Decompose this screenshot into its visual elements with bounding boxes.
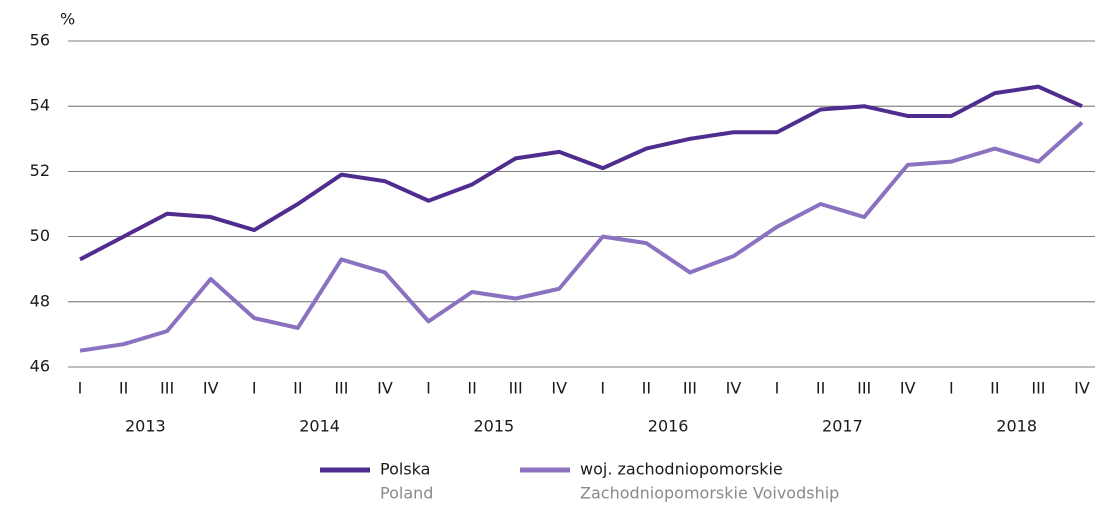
x-tick-label: I — [600, 379, 605, 398]
x-tick-label: IV — [726, 379, 742, 398]
x-tick-label: III — [683, 379, 697, 398]
y-tick-label: 56 — [30, 31, 50, 50]
legend-sublabel: Zachodniopomorskie Voivodship — [580, 484, 839, 503]
y-tick-label: 50 — [30, 226, 50, 245]
x-tick-label: I — [78, 379, 83, 398]
x-tick-label: II — [816, 379, 825, 398]
x-tick-label: IV — [377, 379, 393, 398]
year-label: 2018 — [996, 417, 1037, 436]
year-label: 2014 — [299, 417, 340, 436]
x-tick-label: II — [990, 379, 999, 398]
x-tick-label: IV — [900, 379, 916, 398]
x-tick-label: IV — [203, 379, 219, 398]
x-tick-label: III — [857, 379, 871, 398]
x-tick-label: II — [119, 379, 128, 398]
x-tick-label: IV — [1074, 379, 1090, 398]
x-tick-label: II — [467, 379, 476, 398]
year-label: 2013 — [125, 417, 166, 436]
x-tick-label: IV — [551, 379, 567, 398]
y-axis-label: % — [60, 10, 75, 29]
y-tick-label: 54 — [30, 96, 50, 115]
x-tick-label: III — [334, 379, 348, 398]
year-label: 2015 — [474, 417, 515, 436]
x-tick-label: II — [642, 379, 651, 398]
x-tick-label: III — [1031, 379, 1045, 398]
x-tick-label: II — [293, 379, 302, 398]
x-tick-label: III — [509, 379, 523, 398]
year-label: 2017 — [822, 417, 863, 436]
series-line — [79, 84, 1083, 262]
x-tick-label: I — [426, 379, 431, 398]
y-tick-label: 46 — [30, 357, 50, 376]
legend-label: woj. zachodniopomorskie — [580, 460, 783, 479]
x-tick-label: III — [160, 379, 174, 398]
y-tick-label: 48 — [30, 291, 50, 310]
x-tick-label: I — [252, 379, 257, 398]
y-tick-label: 52 — [30, 161, 50, 180]
series-line — [79, 121, 1084, 353]
year-label: 2016 — [648, 417, 689, 436]
x-tick-label: I — [949, 379, 954, 398]
legend-label: Polska — [380, 460, 430, 479]
x-tick-label: I — [775, 379, 780, 398]
legend-sublabel: Poland — [380, 484, 433, 503]
